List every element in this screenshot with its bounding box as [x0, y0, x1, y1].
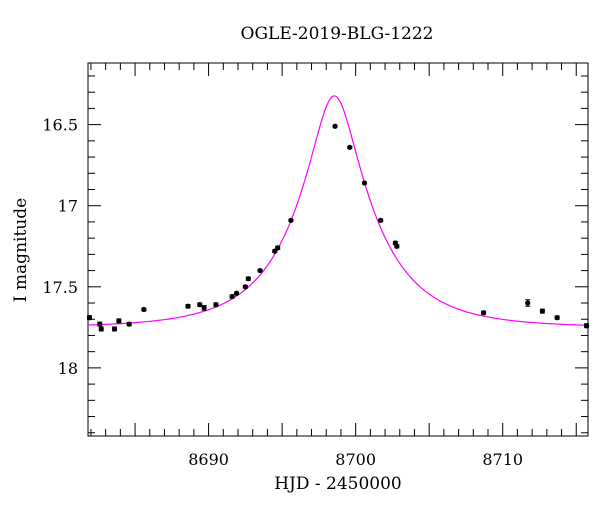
point-marker [245, 276, 251, 282]
data-point [378, 217, 384, 223]
point-marker [257, 267, 263, 274]
point-marker [141, 306, 147, 313]
point-marker [229, 293, 235, 300]
y-tick-label: 18 [58, 359, 78, 378]
point-marker [116, 318, 122, 324]
point-marker [275, 245, 281, 251]
point-marker [525, 300, 531, 306]
data-point [288, 217, 294, 223]
point-marker [98, 326, 104, 332]
data-point [257, 267, 263, 274]
x-tick-label: 8710 [482, 450, 523, 469]
data-point [242, 284, 248, 290]
point-marker [111, 326, 118, 332]
model-curve [87, 95, 589, 326]
plot-area [86, 95, 590, 332]
point-marker [378, 217, 384, 223]
data-point [539, 308, 546, 314]
y-tick-label: 17 [58, 197, 78, 216]
plot-frame [87, 62, 589, 437]
data-point [554, 315, 560, 321]
axis-ticks [88, 63, 588, 436]
point-marker [347, 144, 353, 150]
data-point [98, 326, 104, 332]
point-marker [213, 302, 219, 308]
x-axis-label: HJD - 2450000 [274, 474, 402, 494]
data-point [361, 180, 368, 186]
data-point [213, 302, 219, 308]
data-point [197, 302, 203, 308]
data-point [480, 310, 487, 316]
data-point [394, 243, 400, 249]
data-point [86, 315, 93, 321]
data-point [332, 123, 338, 129]
data-point [201, 305, 207, 311]
point-marker [288, 217, 294, 223]
data-points [86, 123, 590, 332]
point-marker [394, 243, 400, 249]
point-marker [554, 315, 560, 321]
y-tick-label: 16.5 [42, 116, 78, 135]
y-axis-label: I magnitude [11, 198, 31, 302]
data-point [126, 321, 132, 327]
point-marker [233, 290, 240, 296]
point-marker [242, 284, 248, 290]
data-point [229, 293, 235, 300]
data-point [525, 299, 531, 307]
point-marker [185, 303, 191, 309]
data-point [116, 318, 122, 324]
point-marker [126, 321, 132, 327]
point-marker [361, 180, 368, 186]
data-point [185, 303, 191, 309]
data-point [347, 144, 353, 150]
point-marker [480, 310, 487, 316]
data-point [275, 245, 281, 251]
x-tick-label: 8690 [188, 450, 229, 469]
point-marker [86, 315, 93, 321]
chart-title: OGLE-2019-BLG-1222 [241, 24, 434, 44]
point-marker [332, 123, 338, 129]
data-point [111, 326, 118, 332]
point-marker [197, 302, 203, 308]
y-tick-label: 17.5 [42, 278, 78, 297]
point-marker [583, 323, 590, 329]
data-point [97, 321, 103, 327]
x-tick-label: 8700 [335, 450, 376, 469]
data-point [233, 290, 240, 296]
axis-tick-labels: 8690 8700 8710 16.5 17 17.5 18 [42, 116, 523, 469]
data-point [245, 276, 251, 282]
data-point [583, 323, 590, 329]
data-point [141, 306, 147, 313]
point-marker [539, 308, 546, 314]
point-marker [97, 321, 103, 327]
point-marker [201, 305, 207, 311]
